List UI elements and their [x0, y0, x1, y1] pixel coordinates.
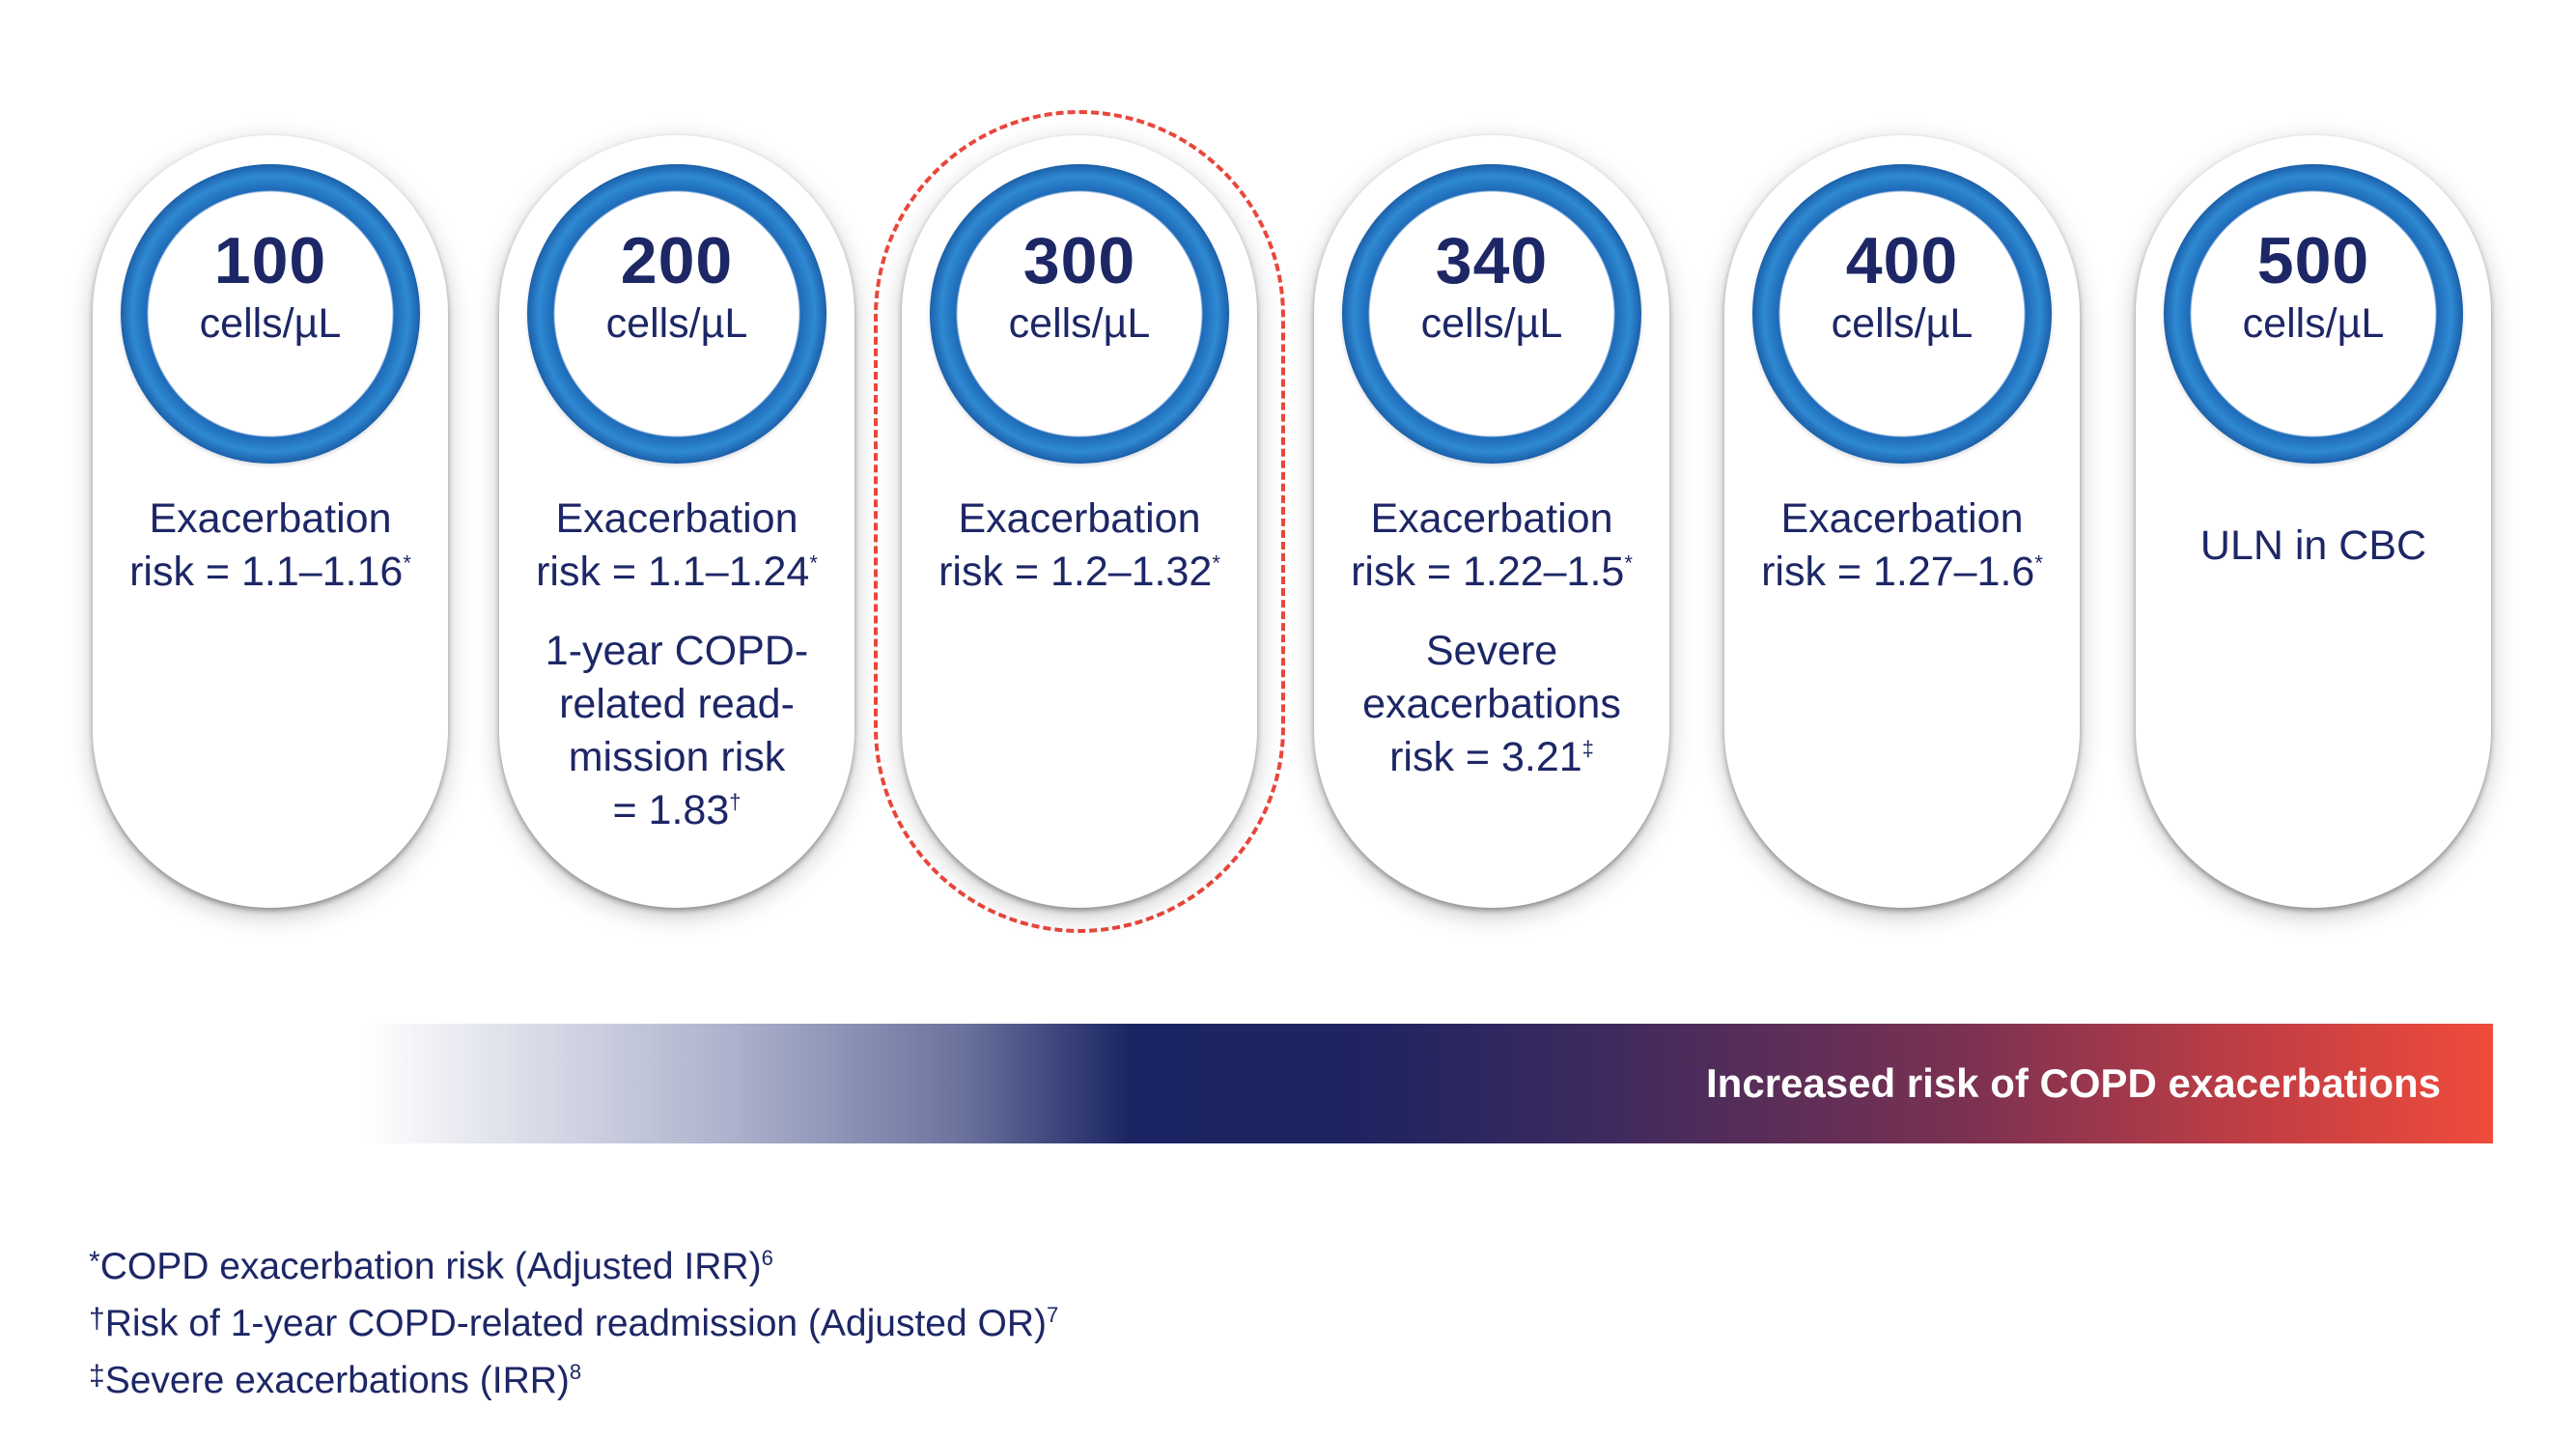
level-description: ULN in CBC — [2149, 520, 2478, 599]
footnote-reference: 7 — [1047, 1303, 1059, 1327]
count-value: 100 — [213, 224, 327, 297]
level-description: Exacerbation risk = 1.1–1.16* — [106, 493, 434, 625]
level-description: Exacerbation risk = 1.2–1.32* — [915, 493, 1244, 625]
footnote-text: COPD exacerbation risk (Adjusted IRR) — [99, 1246, 762, 1287]
level-card-200: 200 cells/µL Exacerbation risk = 1.1–1.2… — [499, 135, 854, 908]
description-text: 1-year COPD- related read- mission risk … — [545, 628, 809, 833]
description-text: Exacerbation risk = 1.27–1.6 — [1761, 495, 2035, 595]
count-unit: cells/µL — [605, 300, 748, 347]
description-text: Severe exacerbations risk = 3.21 — [1362, 628, 1621, 780]
count-ring: 340 cells/µL — [1342, 164, 1641, 464]
footnote-text: Risk of 1-year COPD-related readmission … — [104, 1303, 1048, 1344]
description-text: ULN in CBC — [2199, 522, 2427, 569]
footnote-reference: 8 — [569, 1360, 582, 1384]
level-card-500: 500 cells/µL ULN in CBC — [2136, 135, 2491, 908]
count-unit: cells/µL — [1008, 300, 1151, 347]
level-description: Exacerbation risk = 1.22–1.5* Severe exa… — [1328, 493, 1656, 810]
level-card-100: 100 cells/µL Exacerbation risk = 1.1–1.1… — [93, 135, 448, 908]
footnote-mark: * — [403, 550, 411, 576]
description-text: Exacerbation risk = 1.22–1.5 — [1351, 495, 1625, 595]
footnote-item: †Risk of 1-year COPD-related readmission… — [89, 1291, 1058, 1348]
footnote-symbol: † — [89, 1303, 105, 1335]
description-text: Exacerbation risk = 1.2–1.32 — [938, 495, 1213, 595]
count-unit: cells/µL — [199, 300, 342, 347]
highlight-dashed-outline — [874, 110, 1285, 933]
footnote-mark: ‡ — [1582, 736, 1594, 761]
count-ring: 300 cells/µL — [930, 164, 1229, 464]
footnote-item: *COPD exacerbation risk (Adjusted IRR)6 — [89, 1234, 1058, 1291]
footnote-mark: * — [2034, 550, 2043, 576]
count-value: 500 — [2256, 224, 2370, 297]
count-value: 300 — [1022, 224, 1136, 297]
risk-bar-label: Increased risk of COPD exacerbations — [1706, 1060, 2441, 1106]
count-ring: 200 cells/µL — [527, 164, 826, 464]
footnote-text: Severe exacerbations (IRR) — [104, 1360, 570, 1401]
description-text: Exacerbation risk = 1.1–1.24 — [536, 495, 810, 595]
footnotes: *COPD exacerbation risk (Adjusted IRR)6 … — [89, 1234, 1058, 1405]
level-description: Exacerbation risk = 1.27–1.6* — [1738, 493, 2066, 625]
count-ring: 100 cells/µL — [121, 164, 420, 464]
count-ring: 400 cells/µL — [1752, 164, 2052, 464]
footnote-symbol: ‡ — [89, 1360, 105, 1392]
risk-gradient-bar: Increased risk of COPD exacerbations — [365, 1024, 2493, 1143]
count-value: 200 — [620, 224, 734, 297]
count-ring: 500 cells/µL — [2164, 164, 2463, 464]
count-unit: cells/µL — [2242, 300, 2385, 347]
footnote-reference: 6 — [761, 1246, 773, 1270]
level-card-340: 340 cells/µL Exacerbation risk = 1.22–1.… — [1314, 135, 1669, 908]
footnote-item: ‡Severe exacerbations (IRR)8 — [89, 1348, 1058, 1405]
footnote-mark: * — [1212, 550, 1220, 576]
footnote-mark: * — [809, 550, 818, 576]
level-card-400: 400 cells/µL Exacerbation risk = 1.27–1.… — [1724, 135, 2080, 908]
footnote-mark: * — [1624, 550, 1633, 576]
count-unit: cells/µL — [1831, 300, 1974, 347]
count-value: 340 — [1435, 224, 1549, 297]
count-value: 400 — [1845, 224, 1959, 297]
footnote-mark: † — [729, 789, 742, 814]
level-card-300: 300 cells/µL Exacerbation risk = 1.2–1.3… — [902, 135, 1257, 908]
level-description: Exacerbation risk = 1.1–1.24* 1-year COP… — [513, 493, 841, 863]
count-unit: cells/µL — [1420, 300, 1563, 347]
description-text: Exacerbation risk = 1.1–1.16 — [129, 495, 404, 595]
footnote-symbol: * — [89, 1246, 100, 1278]
